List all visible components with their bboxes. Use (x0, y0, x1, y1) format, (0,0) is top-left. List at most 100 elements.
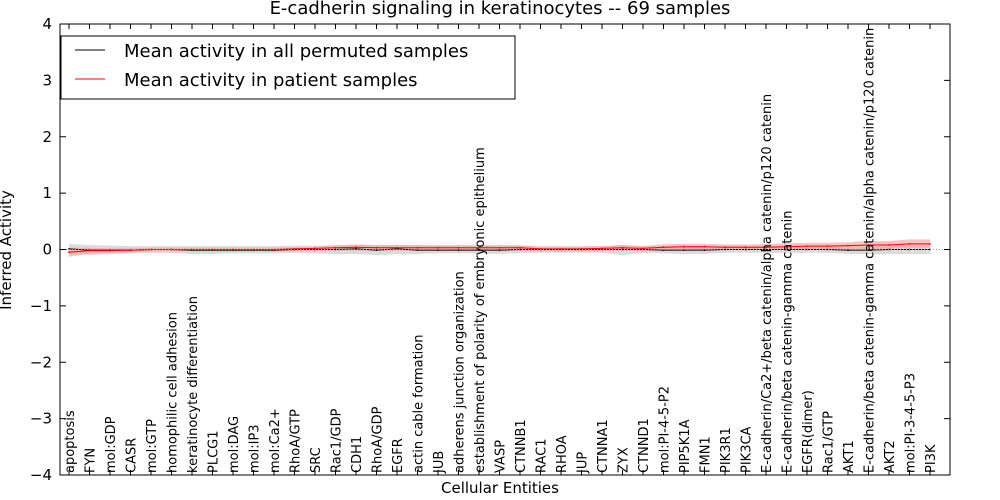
series-0-point (457, 249, 460, 252)
series-1-point (334, 246, 337, 249)
x-tick-label: RhoA/GDP (371, 406, 386, 473)
series-0-point (478, 249, 480, 252)
x-tick-label: mol:DAG (227, 416, 242, 473)
x-tick-label: E-cadherin/beta catenin-gamma catenin/al… (863, 28, 878, 473)
x-tick-label: keratinocyte differentiation (186, 296, 201, 473)
series-0-point (621, 248, 624, 251)
y-tick-label: −1 (30, 297, 52, 315)
series-1-point (888, 244, 890, 246)
y-tick-label: 3 (42, 71, 52, 89)
x-tick-label: CTNNA1 (596, 419, 611, 473)
legend-box (60, 35, 516, 100)
y-tick-label: −4 (30, 466, 52, 484)
series-1-point (847, 244, 849, 247)
series-1-point (68, 251, 70, 254)
x-tick-label: FYN (84, 448, 99, 473)
series-0-point (847, 249, 849, 252)
x-tick-label: RhoA/GTP (289, 409, 304, 473)
x-tick-label: AKT1 (842, 440, 857, 473)
x-tick-label: actin cable formation (412, 335, 427, 473)
series-1-point (908, 243, 911, 245)
x-tick-label: FMN1 (699, 436, 714, 473)
y-axis: −4 −3 −2 −1 0 1 2 3 4 (30, 15, 950, 484)
y-tick-label: 0 (42, 241, 52, 259)
series-1-point (314, 247, 316, 250)
series-0-point (355, 248, 357, 250)
y-tick-label: 1 (42, 184, 52, 202)
series-1-point (88, 249, 91, 252)
series-0-point (826, 248, 829, 251)
series-1-point (662, 246, 665, 249)
series-1-point (252, 248, 255, 251)
x-tick-label: EGFR (391, 438, 406, 473)
y-tick-label: −2 (30, 353, 52, 371)
series-1-point (806, 245, 808, 248)
series-1-point (416, 246, 419, 249)
y-tick-label: 4 (42, 15, 52, 33)
x-tick-label: apoptosis (63, 410, 78, 473)
x-tick-label: Rac1/GDP (330, 408, 345, 473)
x-tick-label: adherens junction organization (453, 271, 468, 473)
series-1-point (232, 248, 234, 251)
series-0-point (375, 249, 378, 252)
x-tick-label: EGFR(dimer) (801, 390, 816, 473)
series-1-point (396, 246, 398, 249)
x-tick-label: mol:GDP (104, 416, 119, 473)
x-tick-label: AKT2 (883, 440, 898, 473)
x-tick-label: PIK3CA (740, 426, 755, 473)
series-1-point (929, 243, 931, 245)
series-1-point (601, 247, 603, 250)
x-tick-label: SRC (309, 447, 324, 473)
x-tick-label: VASP (494, 440, 509, 473)
x-tick-label: mol:PI-3-4-5-P3 (904, 373, 919, 473)
series-1-point (129, 249, 132, 252)
series-1-point (437, 246, 439, 249)
y-axis-label: Inferred Activity (0, 190, 15, 310)
x-tick-label: CTNNB1 (514, 419, 529, 473)
y-tick-label: 2 (42, 128, 52, 146)
series-1-point (621, 246, 624, 249)
series-1-point (765, 246, 767, 249)
series-1-point (642, 247, 644, 250)
series-0-point (867, 249, 870, 252)
x-tick-label: Rac1/GTP (822, 411, 837, 473)
series-1-point (785, 245, 788, 248)
series-1-point (109, 249, 111, 252)
series-1-point (724, 246, 726, 249)
x-tick-label: E-cadherin/beta catenin-gamma catenin (781, 211, 796, 473)
x-axis: apoptosis FYN mol:GDP CASR mol:GTP homophilic… (63, 24, 939, 475)
series-1-point (457, 246, 460, 249)
series-1-point (580, 248, 583, 250)
series-1-point (211, 248, 214, 251)
series-1-point (375, 246, 378, 249)
series-0-point (334, 248, 337, 251)
x-tick-label: PLCG1 (207, 430, 222, 473)
legend-label-patient: Mean activity in patient samples (124, 70, 418, 91)
x-tick-label: RAC1 (535, 438, 550, 473)
series-1-point (519, 246, 521, 249)
series-0-point (744, 248, 747, 251)
x-tick-label: mol:IP3 (248, 424, 263, 473)
x-tick-label: PI3K (924, 444, 939, 473)
x-tick-label: CDH1 (350, 436, 365, 473)
x-axis-label: Cellular Entities (441, 479, 559, 497)
series-1-point (703, 245, 706, 248)
series-1-point (478, 246, 480, 249)
chart-title: E-cadherin signaling in keratinocytes --… (270, 0, 731, 19)
series-0-point (498, 249, 501, 252)
series-1-point (826, 245, 829, 248)
x-tick-label: homophilic cell adhesion (166, 312, 181, 473)
y-tick-label: −3 (30, 410, 52, 428)
series-1-point (498, 246, 501, 249)
x-tick-label: establishment of polarity of embryonic e… (473, 147, 488, 473)
legend-label-permuted: Mean activity in all permuted samples (124, 41, 468, 62)
series-1-point (355, 246, 357, 249)
series-1-point (744, 246, 747, 249)
x-tick-label: CASR (125, 438, 140, 473)
x-tick-label: mol:Ca2+ (268, 408, 283, 473)
series-1-point (867, 244, 870, 246)
x-tick-label: CTNND1 (637, 418, 652, 473)
x-tick-label: ZYX (617, 447, 632, 473)
legend: Mean activity in all permuted samples Me… (60, 35, 516, 100)
